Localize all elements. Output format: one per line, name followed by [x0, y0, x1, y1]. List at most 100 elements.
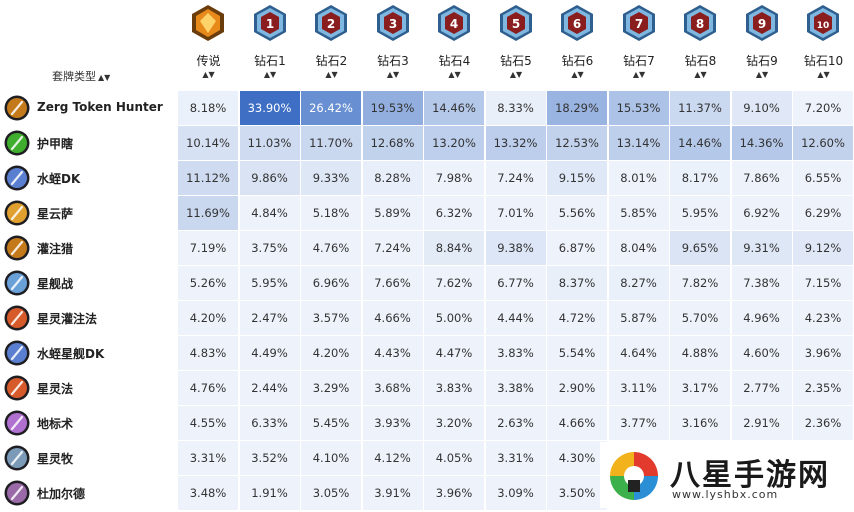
percentage-cell: 4.88% [670, 336, 730, 370]
percentage-cell: 8.01% [608, 161, 669, 195]
percentage-cell: 7.62% [424, 266, 484, 300]
diamond-rank-icon: 1 [253, 5, 286, 41]
percentage-cell: 4.66% [362, 301, 423, 335]
percentage-cell: 5.89% [362, 196, 423, 230]
deck-name-cell[interactable]: Zerg Token Hunter [0, 91, 176, 126]
percentage-cell: 4.43% [362, 336, 423, 370]
percentage-cell: 4.76% [178, 371, 238, 405]
percentage-cell: 15.53% [608, 91, 669, 125]
percentage-cell: 3.52% [239, 441, 300, 475]
column-header-diamond-2[interactable]: 2 钻石2 ▲▼ [301, 0, 362, 90]
hunter-class-icon [4, 95, 30, 121]
column-header-diamond-1[interactable]: 1 钻石1 ▲▼ [240, 0, 301, 90]
percentage-cell: 4.44% [485, 301, 546, 335]
diamond-rank-icon: 10 [807, 5, 839, 41]
percentage-cell: 6.87% [547, 231, 607, 265]
percentage-cell: 13.32% [485, 126, 546, 160]
rank-number: 2 [327, 17, 335, 31]
sort-arrows-icon[interactable]: ▲▼ [817, 70, 830, 79]
deck-name-cell[interactable]: 星灵灌注法 [0, 301, 176, 336]
deck-name: 水蛭星舰DK [37, 347, 105, 361]
percentage-cell: 9.38% [485, 231, 546, 265]
table-row[interactable]: 杜加尔德 3.48% 1.91% 3.05% 3.91% 3.96% 3.09% 3.50% [0, 476, 854, 511]
deck-name-cell[interactable]: 灌注猎 [0, 231, 176, 266]
percentage-cell: 4.84% [239, 196, 300, 230]
sort-arrows-icon[interactable]: ▲▼ [448, 70, 461, 79]
column-header-diamond-4[interactable]: 4 钻石4 ▲▼ [424, 0, 485, 90]
deck-type-column-header[interactable]: 套牌类型 ▲▼ [52, 68, 110, 84]
deck-name-cell[interactable]: 星云萨 [0, 196, 176, 231]
percentage-cell: 2.35% [793, 371, 853, 405]
table-row[interactable]: 地标术 4.55% 6.33% 5.45% 3.93% 3.20% 2.63% 4.66% 3.… [0, 406, 854, 441]
percentage-cell: 3.16% [670, 406, 730, 440]
percentage-cell: 13.14% [608, 126, 669, 160]
diamond-rank-icon: 4 [438, 5, 470, 41]
sort-arrows-icon[interactable]: ▲▼ [694, 70, 707, 79]
table-row[interactable]: 星云萨 11.69% 4.84% 5.18% 5.89% 6.32% 7.01% 5.56% 5… [0, 196, 854, 231]
column-label: 钻石3 [377, 54, 409, 68]
legend-rank-icon [192, 5, 224, 41]
percentage-cell: 7.01% [485, 196, 546, 230]
deck-name-cell[interactable]: 水蛭星舰DK [0, 336, 176, 371]
table-row[interactable]: 灌注猎 7.19% 3.75% 4.76% 7.24% 8.84% 9.38% 6.87% 8.… [0, 231, 854, 266]
percentage-cell: 4.12% [362, 441, 423, 475]
deck-name-cell[interactable]: 星灵牧 [0, 441, 176, 476]
column-header-diamond-5[interactable]: 5 钻石5 ▲▼ [486, 0, 547, 90]
table-row[interactable]: 星灵法 4.76% 2.44% 3.29% 3.68% 3.83% 3.38% 2.90% 3.… [0, 371, 854, 406]
sort-arrows-icon[interactable]: ▲▼ [632, 70, 646, 79]
watermark-logo [610, 452, 658, 500]
percentage-cell: 4.83% [178, 336, 238, 370]
warrior-class-icon [4, 270, 30, 296]
table-row[interactable]: 护甲瞎 10.14% 11.03% 11.70% 12.68% 13.20% 13.32% 1… [0, 126, 854, 161]
column-header-diamond-10[interactable]: 10 钻石10 ▲▼ [793, 0, 854, 90]
column-header-diamond-9[interactable]: 9 钻石9 ▲▼ [732, 0, 793, 90]
percentage-cell: 8.33% [485, 91, 546, 125]
deck-name-cell[interactable]: 水蛭DK [0, 161, 176, 196]
table-row[interactable]: Zerg Token Hunter 8.18% 33.90% 26.42% 19.53%… [0, 91, 854, 126]
deck-name-cell[interactable]: 地标术 [0, 406, 176, 441]
table-row[interactable]: 星舰战 5.26% 5.95% 6.96% 7.66% 7.62% 6.77% 8.37% 8.… [0, 266, 854, 301]
percentage-cell: 3.50% [547, 476, 607, 510]
percentage-cell: 8.37% [547, 266, 607, 300]
percentage-cell: 3.83% [485, 336, 546, 370]
table-row[interactable]: 星灵灌注法 4.20% 2.47% 3.57% 4.66% 5.00% 4.44% 4.72%… [0, 301, 854, 336]
percentage-cell: 3.96% [424, 476, 484, 510]
sort-arrows-icon[interactable]: ▲▼ [755, 70, 769, 79]
deck-name-cell[interactable]: 星灵法 [0, 371, 176, 406]
sort-arrows-icon[interactable]: ▲▼ [509, 70, 523, 79]
percentage-cell: 5.18% [301, 196, 361, 230]
percentage-cell: 7.20% [793, 91, 853, 125]
deck-name: 星灵法 [37, 382, 74, 396]
percentage-cell: 2.90% [547, 371, 607, 405]
rank-number: 8 [696, 17, 704, 31]
deck-name-cell[interactable]: 星舰战 [0, 266, 176, 301]
table-row[interactable]: 水蛭DK 11.12% 9.86% 9.33% 8.28% 7.98% 7.24% 9.15%… [0, 161, 854, 196]
percentage-cell: 4.10% [301, 441, 361, 475]
percentage-cell: 4.49% [239, 336, 300, 370]
deck-name-cell[interactable]: 护甲瞎 [0, 126, 176, 161]
table-row[interactable]: 水蛭星舰DK 4.83% 4.49% 4.20% 4.43% 4.47% 3.83% 5.54… [0, 336, 854, 371]
sort-arrows-icon[interactable]: ▲▼ [98, 73, 111, 82]
column-label: 钻石1 [254, 54, 286, 68]
percentage-cell: 7.98% [424, 161, 484, 195]
sort-arrows-icon[interactable]: ▲▼ [325, 70, 338, 79]
sort-arrows-icon[interactable]: ▲▼ [386, 70, 400, 79]
table-row[interactable]: 星灵牧 3.31% 3.52% 4.10% 4.12% 4.05% 3.31% 4.30% [0, 441, 854, 476]
percentage-cell: 4.30% [547, 441, 607, 475]
column-header-diamond-7[interactable]: 7 钻石7 ▲▼ [609, 0, 670, 90]
percentage-cell: 9.10% [731, 91, 792, 125]
percentage-cell: 5.70% [670, 301, 730, 335]
column-header-diamond-6[interactable]: 6 钻石6 ▲▼ [547, 0, 608, 90]
deck-name-cell[interactable]: 杜加尔德 [0, 476, 176, 511]
percentage-cell: 6.77% [485, 266, 546, 300]
column-header-diamond-3[interactable]: 3 钻石3 ▲▼ [363, 0, 424, 90]
column-header-legend[interactable]: 传说 ▲▼ [178, 0, 239, 90]
column-header-diamond-8[interactable]: 8 钻石8 ▲▼ [670, 0, 731, 90]
percentage-cell: 14.46% [424, 91, 484, 125]
sort-arrows-icon[interactable]: ▲▼ [263, 70, 277, 79]
percentage-cell: 9.65% [670, 231, 730, 265]
sort-arrows-icon[interactable]: ▲▼ [571, 70, 584, 79]
sort-arrows-icon[interactable]: ▲▼ [202, 70, 215, 79]
percentage-cell: 4.47% [424, 336, 484, 370]
percentage-cell: 12.53% [547, 126, 607, 160]
